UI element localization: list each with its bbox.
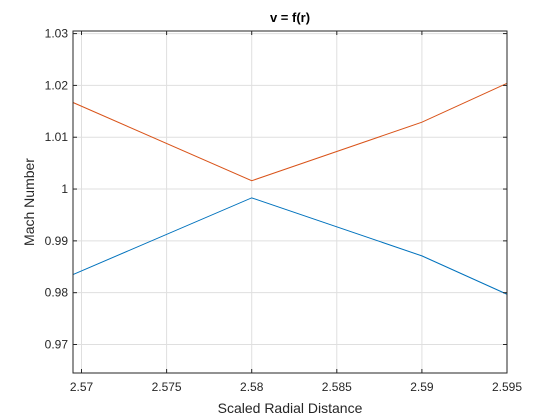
y-tick-label: 0.99 <box>45 234 69 248</box>
axes-box <box>72 30 508 374</box>
y-axis-label: Mach Number <box>21 158 37 246</box>
chart-title: v = f(r) <box>270 10 310 25</box>
y-tick-label: 0.98 <box>45 286 69 300</box>
y-tick-label: 0.97 <box>45 338 69 352</box>
tick-labels: 2.57 2.575 2.58 2.585 2.59 2.595 0.97 0.98 0.99 1… <box>45 27 523 394</box>
y-tick-label: 1 <box>61 182 68 196</box>
x-tick-label: 2.57 <box>70 380 94 394</box>
plot-area-background <box>73 31 507 373</box>
series-line-2 <box>72 82 508 182</box>
series-layer <box>72 82 508 295</box>
x-tick-label: 2.595 <box>492 380 522 394</box>
axes <box>72 30 508 374</box>
y-tick-label: 1.01 <box>45 130 69 144</box>
x-tick-label: 2.575 <box>152 380 182 394</box>
y-tick-label: 1.02 <box>45 78 69 92</box>
x-tick-label: 2.59 <box>410 380 434 394</box>
y-tick-label: 1.03 <box>45 27 69 41</box>
series-line-1 <box>72 197 508 295</box>
x-tick-label: 2.58 <box>240 380 264 394</box>
x-tick-label: 2.585 <box>322 380 352 394</box>
x-axis-label: Scaled Radial Distance <box>218 400 363 416</box>
